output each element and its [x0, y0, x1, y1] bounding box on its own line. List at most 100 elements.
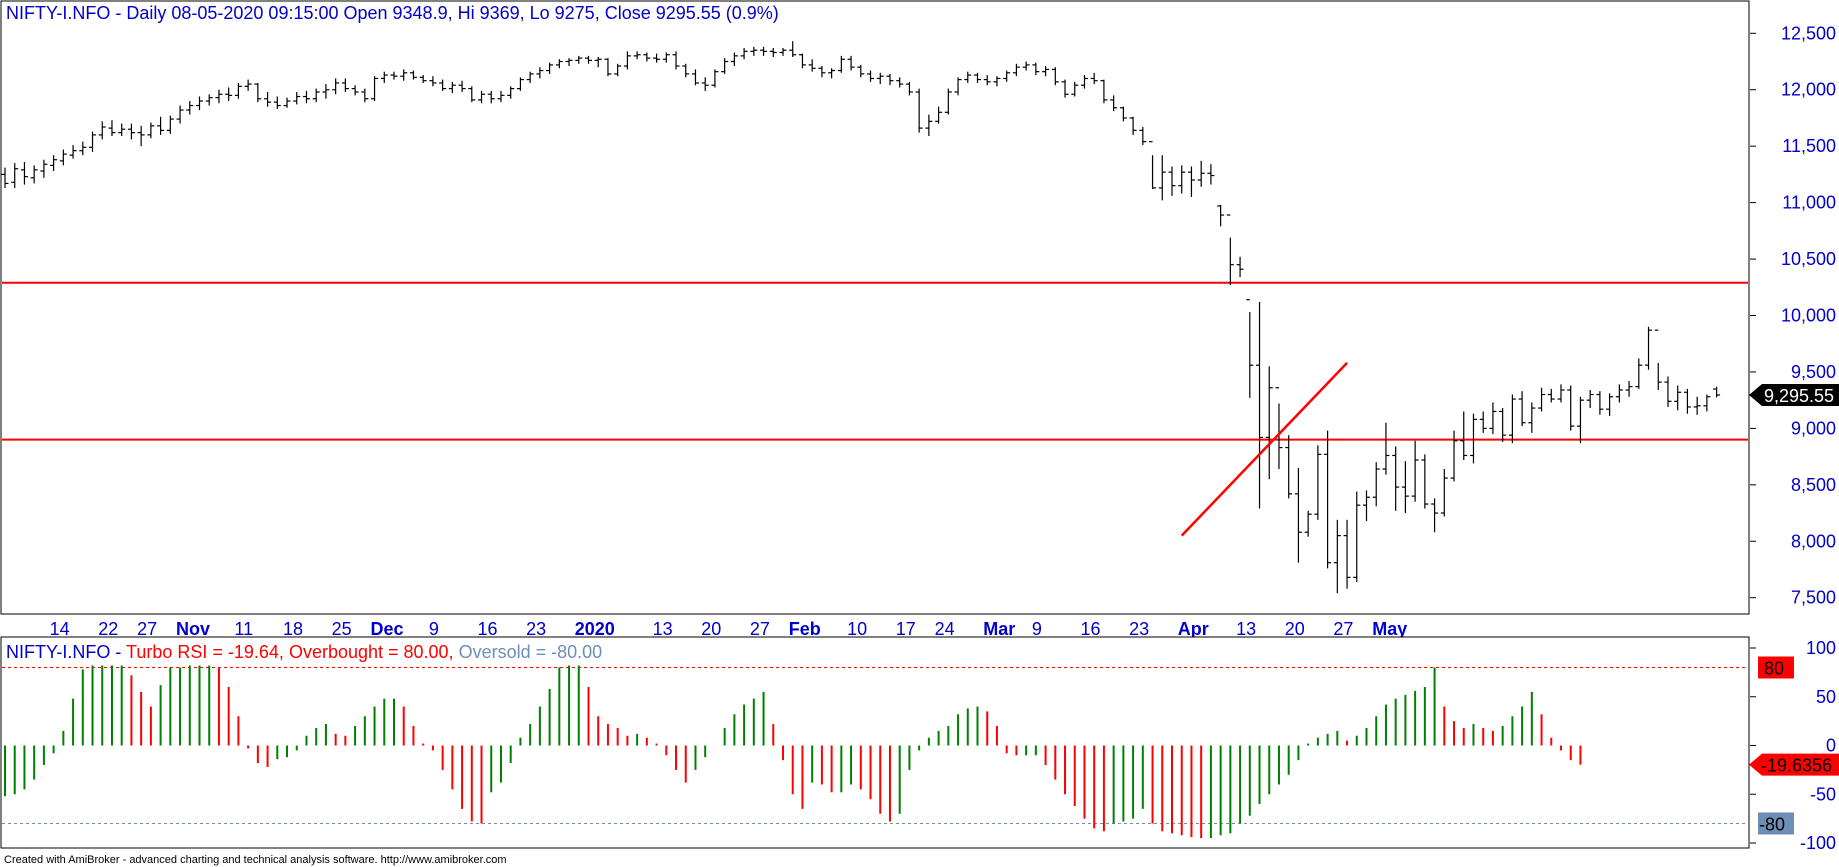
price-bar	[993, 76, 1001, 87]
price-bar	[283, 97, 291, 108]
price-bar	[1139, 126, 1147, 146]
price-bar	[205, 94, 213, 106]
y-tick-label: 10,500	[1781, 249, 1836, 269]
price-bar	[1314, 445, 1322, 520]
price-bar	[157, 116, 165, 135]
y-tick-label: 8,000	[1791, 531, 1836, 551]
price-bar	[935, 106, 943, 124]
price-bar	[400, 69, 408, 81]
price-bar	[1071, 81, 1079, 97]
price-bar	[225, 87, 233, 102]
price-bar	[478, 90, 486, 104]
price-bar	[1197, 160, 1205, 187]
price-bar	[1, 167, 9, 188]
y-tick-label: 7,500	[1791, 588, 1836, 608]
price-bar	[798, 53, 806, 69]
x-tick-label: Dec	[371, 619, 404, 639]
x-tick-label: Mar	[983, 619, 1015, 639]
price-bar	[312, 88, 320, 103]
price-bar	[721, 58, 729, 74]
price-bar	[1411, 440, 1419, 502]
price-bar	[974, 72, 981, 83]
price-bar	[1683, 388, 1691, 414]
support-resistance-lines	[2, 281, 1748, 441]
price-bar	[1119, 106, 1127, 122]
price-bar	[1606, 393, 1614, 416]
x-tick-label: 23	[526, 619, 546, 639]
y-tick-label: 10,000	[1781, 306, 1836, 326]
price-bar	[585, 55, 592, 64]
price-bar	[1012, 63, 1020, 77]
price-bar	[69, 145, 77, 159]
x-tick-label: 2020	[575, 619, 615, 639]
price-bar	[1236, 256, 1244, 278]
x-tick-label: 11	[234, 619, 253, 639]
price-bar	[896, 77, 904, 88]
rsi-axis: -100 -50 0 50 100	[1750, 638, 1836, 853]
price-bar	[653, 53, 661, 63]
price-bar	[526, 71, 534, 83]
price-bar	[818, 66, 826, 78]
x-tick-label: 16	[478, 619, 498, 639]
price-bar	[1499, 408, 1507, 442]
x-tick-label: 16	[1080, 619, 1100, 639]
price-bar	[1042, 66, 1050, 77]
price-bar	[448, 81, 456, 94]
price-bar	[1596, 391, 1604, 415]
price-bar	[1654, 329, 1662, 391]
price-bar	[1275, 387, 1283, 470]
price-bar	[380, 71, 388, 83]
price-bar	[1353, 491, 1361, 582]
price-bar	[964, 71, 972, 83]
x-tick-label: 10	[847, 619, 867, 639]
price-bar	[293, 91, 301, 105]
price-bar	[79, 141, 87, 156]
price-bar	[1664, 376, 1672, 407]
y-tick-label: 12,000	[1781, 80, 1836, 100]
price-bar	[867, 70, 875, 82]
price-bar	[1022, 61, 1030, 71]
price-bar	[1061, 79, 1069, 98]
price-bar	[1187, 166, 1195, 197]
price-bar	[89, 131, 97, 152]
rsi-tick-label: -50	[1810, 784, 1836, 804]
price-bar	[1226, 214, 1234, 286]
price-bar	[730, 52, 738, 67]
price-bar	[429, 76, 437, 87]
x-tick-label: 24	[935, 619, 955, 639]
price-bar	[1547, 388, 1555, 403]
price-bar	[507, 86, 515, 99]
price-bar	[516, 77, 524, 91]
price-bar	[837, 55, 845, 73]
price-bar	[1080, 75, 1088, 89]
price-bar	[1363, 490, 1370, 521]
price-bar	[196, 96, 203, 111]
price-bar	[1615, 384, 1623, 403]
oversold-tag-text: -80	[1759, 815, 1785, 835]
price-pane-title: NIFTY-I.NFO - Daily 08-05-2020 09:15:00 …	[6, 3, 779, 23]
price-bar	[1392, 446, 1400, 511]
price-bar	[1635, 358, 1643, 389]
price-bar	[672, 51, 680, 70]
price-bar	[1567, 385, 1575, 431]
price-bar	[555, 59, 563, 69]
price-bar	[1110, 95, 1118, 112]
rsi-level-lines	[2, 667, 1748, 824]
price-bar	[740, 47, 748, 60]
price-bar	[1372, 462, 1380, 507]
price-bar	[1149, 141, 1157, 190]
price-bar	[594, 56, 602, 68]
price-bar	[1285, 435, 1293, 499]
price-bar	[1557, 384, 1565, 403]
price-bar	[1324, 430, 1332, 569]
price-bar	[1382, 422, 1390, 475]
price-bar	[614, 63, 622, 77]
price-bar	[419, 75, 427, 83]
price-bar	[1003, 70, 1011, 82]
price-bar	[1090, 72, 1098, 85]
price-bar	[108, 120, 116, 137]
price-bar	[1645, 326, 1653, 370]
price-bar	[98, 121, 106, 140]
price-bar	[760, 46, 768, 56]
y-tick-label: 11,500	[1782, 136, 1836, 156]
